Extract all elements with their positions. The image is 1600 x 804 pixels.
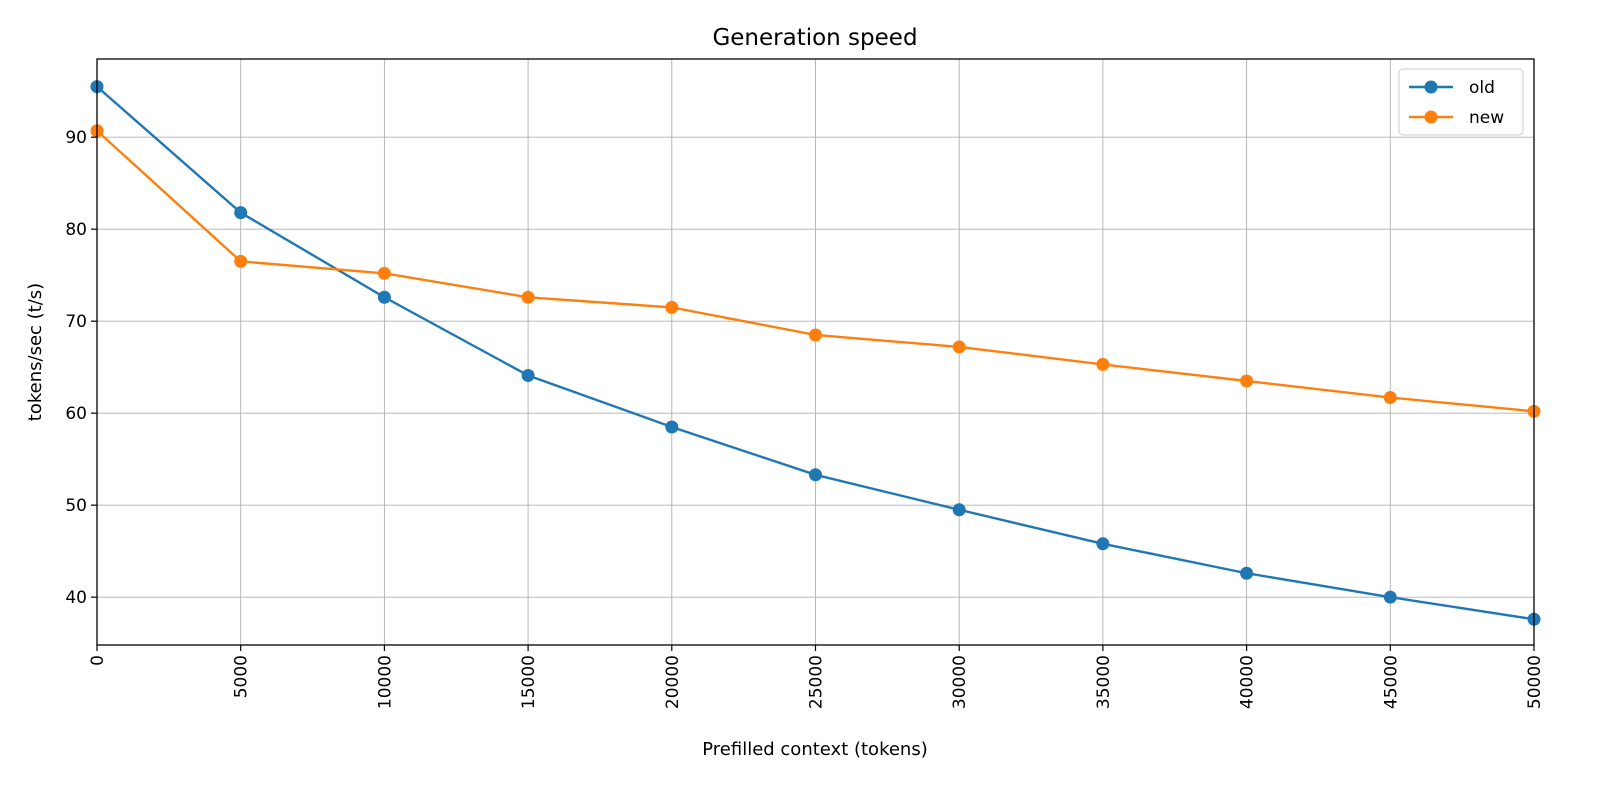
data-point-old	[952, 503, 966, 517]
x-tick-label: 35000	[1094, 655, 1114, 709]
data-point-new	[809, 328, 822, 342]
data-point-new	[1240, 374, 1254, 388]
y-tick-label: 40	[65, 588, 87, 608]
x-tick-label: 5000	[232, 655, 252, 698]
legend-label-old: old	[1469, 78, 1495, 98]
x-tick-label: 0	[88, 655, 108, 666]
y-tick-label: 80	[65, 220, 87, 240]
x-tick-label: 15000	[519, 655, 539, 709]
legend-marker-old	[1424, 80, 1438, 94]
legend-label-new: new	[1469, 108, 1504, 128]
data-point-new	[665, 300, 679, 314]
y-tick-label: 70	[65, 312, 87, 332]
y-axis-label: tokens/sec (t/s)	[25, 283, 46, 421]
legend-marker-new	[1424, 110, 1438, 124]
y-tick-label: 50	[65, 496, 87, 516]
x-tick-label: 10000	[375, 655, 395, 709]
x-tick-label: 20000	[663, 655, 683, 709]
data-point-old	[1240, 566, 1254, 580]
data-point-old	[521, 368, 535, 382]
y-tick-label: 90	[65, 128, 87, 148]
x-tick-label: 25000	[807, 655, 827, 709]
legend-box	[1398, 68, 1524, 136]
x-tick-label: 45000	[1381, 655, 1401, 709]
x-tick-label: 30000	[950, 655, 970, 709]
data-point-old	[809, 468, 822, 482]
data-point-new	[952, 340, 966, 354]
chart-title: Generation speed	[712, 25, 917, 51]
data-point-old	[665, 420, 679, 434]
data-point-old	[1096, 537, 1110, 551]
data-point-old	[377, 290, 391, 304]
x-axis-label: Prefilled context (tokens)	[702, 739, 928, 760]
data-point-new	[234, 254, 248, 268]
x-tick-label: 50000	[1525, 655, 1545, 709]
x-tick-label: 40000	[1238, 655, 1258, 709]
data-point-old	[1383, 590, 1397, 604]
legend: old new	[1398, 68, 1524, 136]
data-point-old	[234, 206, 248, 220]
data-point-new	[377, 266, 391, 280]
y-tick-label: 60	[65, 404, 87, 424]
data-point-new	[1383, 391, 1397, 405]
data-point-new	[521, 290, 535, 304]
data-point-new	[1096, 357, 1110, 371]
